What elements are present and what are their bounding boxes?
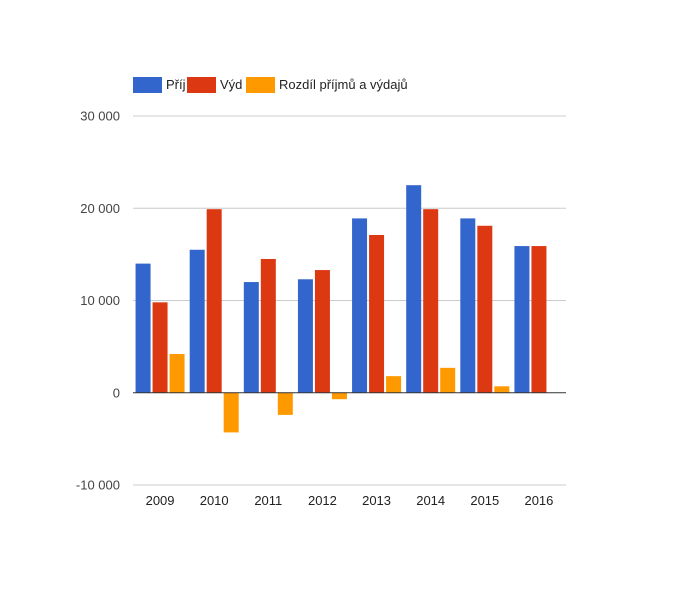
bar-vydaje-2009 [152,302,168,393]
bar-vydaje-2016 [531,246,547,393]
bar-prijmy-2015 [460,218,476,393]
bar-rozdil-2011 [277,392,293,415]
bar-vydaje-2011 [260,258,276,393]
bar-vydaje-2010 [206,209,222,393]
legend: Příj Výd Rozdíl příjmů a výdajů [133,77,408,93]
legend-swatch [187,77,216,93]
bar-rozdil-2013 [386,376,402,393]
bar-prijmy-2009 [135,263,151,393]
bar-vydaje-2014 [423,209,439,393]
x-tick-label-2013: 2013 [362,493,391,508]
legend-item: Výd [220,77,242,92]
bar-prijmy-2010 [189,249,205,393]
bar-prijmy-2012 [297,279,313,393]
bars [135,185,547,433]
x-tick-label-2009: 2009 [146,493,175,508]
x-tick-label-2014: 2014 [416,493,445,508]
bar-rozdil-2014 [440,367,456,393]
bar-prijmy-2014 [406,185,422,393]
legend-label: Rozdíl příjmů a výdajů [279,77,408,92]
x-tick-label-2015: 2015 [470,493,499,508]
bar-vydaje-2015 [477,225,493,393]
bar-prijmy-2013 [352,218,368,393]
legend-item: Příj [166,77,186,92]
bar-rozdil-2010 [223,392,239,433]
legend-item: Rozdíl příjmů a výdajů [279,77,408,92]
bar-rozdil-2015 [494,386,510,393]
y-tick-label: 0 [113,385,120,400]
y-axis-tick-labels: -10 000 0 10 000 20 000 30 000 [76,109,120,493]
bar-vydaje-2012 [314,270,330,393]
x-axis-tick-labels: 2009 2010 2011 2012 2013 2014 2015 2016 [146,493,554,508]
bar-rozdil-2012 [331,392,347,400]
bar-prijmy-2016 [514,246,530,393]
x-tick-label-2016: 2016 [524,493,553,508]
y-tick-label: -10 000 [76,478,120,493]
gridlines [133,115,566,486]
y-tick-label: 10 000 [80,293,120,308]
x-tick-label-2012: 2012 [308,493,337,508]
y-tick-label: 30 000 [80,109,120,124]
x-tick-label-2011: 2011 [254,493,282,508]
legend-label: Výd [220,77,242,92]
legend-swatch [246,77,275,93]
legend-label: Příj [166,77,186,92]
y-tick-label: 20 000 [80,201,120,216]
legend-swatch [133,77,162,93]
bar-vydaje-2013 [369,235,385,393]
x-tick-label-2010: 2010 [200,493,229,508]
bar-prijmy-2011 [243,282,259,393]
bar-rozdil-2009 [169,354,185,393]
